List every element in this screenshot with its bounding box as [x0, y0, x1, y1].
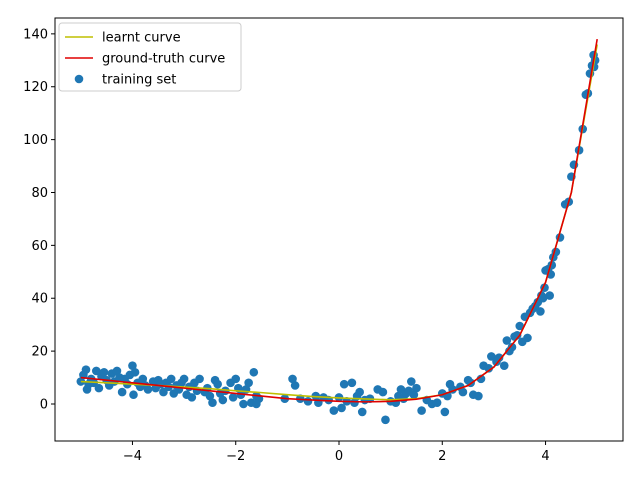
y-tick-label: 120	[23, 80, 48, 95]
training-point	[357, 407, 367, 417]
training-point	[76, 377, 86, 386]
training-point	[538, 293, 548, 303]
training-point	[81, 365, 91, 374]
y-tick-label: 40	[31, 292, 48, 307]
legend: learnt curve ground-truth curve training s…	[58, 22, 242, 92]
y-tick-label: 140	[23, 27, 48, 42]
training-point	[494, 353, 504, 363]
ground-truth-curve-line	[80, 39, 598, 403]
legend-ground-truth-label: ground-truth curve	[102, 52, 225, 67]
legend-training-swatch	[74, 74, 84, 84]
training-point	[487, 352, 496, 361]
training-point	[244, 378, 253, 388]
training-point	[166, 374, 176, 384]
training-point	[432, 398, 442, 407]
training-point	[381, 415, 390, 425]
training-point	[130, 367, 140, 377]
training-point	[409, 390, 419, 400]
training-point	[545, 291, 554, 300]
training-point	[290, 381, 300, 390]
training-point	[231, 374, 241, 384]
training-point	[239, 399, 248, 409]
training-point	[329, 406, 339, 415]
training-point	[129, 390, 138, 400]
training-point	[117, 387, 127, 397]
training-point	[205, 391, 215, 401]
y-tick-label: 80	[31, 186, 48, 201]
training-point	[536, 307, 545, 316]
training-point	[143, 385, 153, 394]
legend-learnt-label: learnt curve	[102, 31, 181, 46]
legend-box	[58, 22, 242, 92]
training-point	[249, 367, 259, 377]
training-point	[218, 395, 228, 405]
legend-training-label: training set	[102, 73, 176, 88]
training-point	[476, 374, 486, 384]
training-point	[195, 374, 204, 384]
training-point	[94, 383, 104, 393]
x-tick-label: 2	[438, 449, 446, 464]
training-point	[347, 378, 357, 388]
training-point	[228, 393, 238, 402]
training-point	[512, 330, 522, 340]
training-point	[138, 374, 148, 384]
training-point	[208, 398, 217, 407]
training-point	[187, 393, 197, 402]
training-point	[484, 363, 494, 373]
plot-area	[76, 39, 600, 425]
training-point	[515, 321, 525, 331]
training-point	[339, 379, 349, 389]
x-tick-label: 4	[541, 449, 549, 464]
training-point	[474, 391, 483, 401]
training-point	[523, 333, 532, 343]
training-point	[502, 336, 512, 345]
training-point	[288, 374, 297, 384]
training-point	[99, 367, 109, 377]
learnt-curve-line	[80, 44, 598, 401]
training-point	[303, 397, 313, 406]
x-tick-label: −4	[123, 449, 142, 464]
training-point	[252, 399, 261, 409]
y-tick-label: 60	[31, 239, 48, 254]
x-tick-label: −2	[226, 449, 245, 464]
training-point	[112, 366, 122, 376]
training-point	[337, 403, 346, 413]
training-point	[412, 383, 421, 393]
training-point	[179, 374, 189, 384]
training-point	[507, 342, 517, 352]
training-point	[92, 366, 101, 376]
training-point	[128, 361, 137, 370]
training-point	[213, 379, 222, 389]
x-tick-label: 0	[335, 449, 343, 464]
training-point	[350, 398, 359, 407]
training-point	[458, 387, 468, 397]
y-tick-label: 100	[23, 133, 48, 148]
training-point	[440, 407, 450, 417]
training-point	[406, 377, 416, 386]
training-point	[499, 361, 509, 370]
y-tick-label: 0	[40, 397, 48, 412]
y-tick-label: 20	[31, 345, 48, 360]
training-point	[378, 387, 388, 397]
training-point	[159, 387, 168, 397]
training-point	[417, 406, 426, 415]
training-point	[355, 387, 364, 397]
